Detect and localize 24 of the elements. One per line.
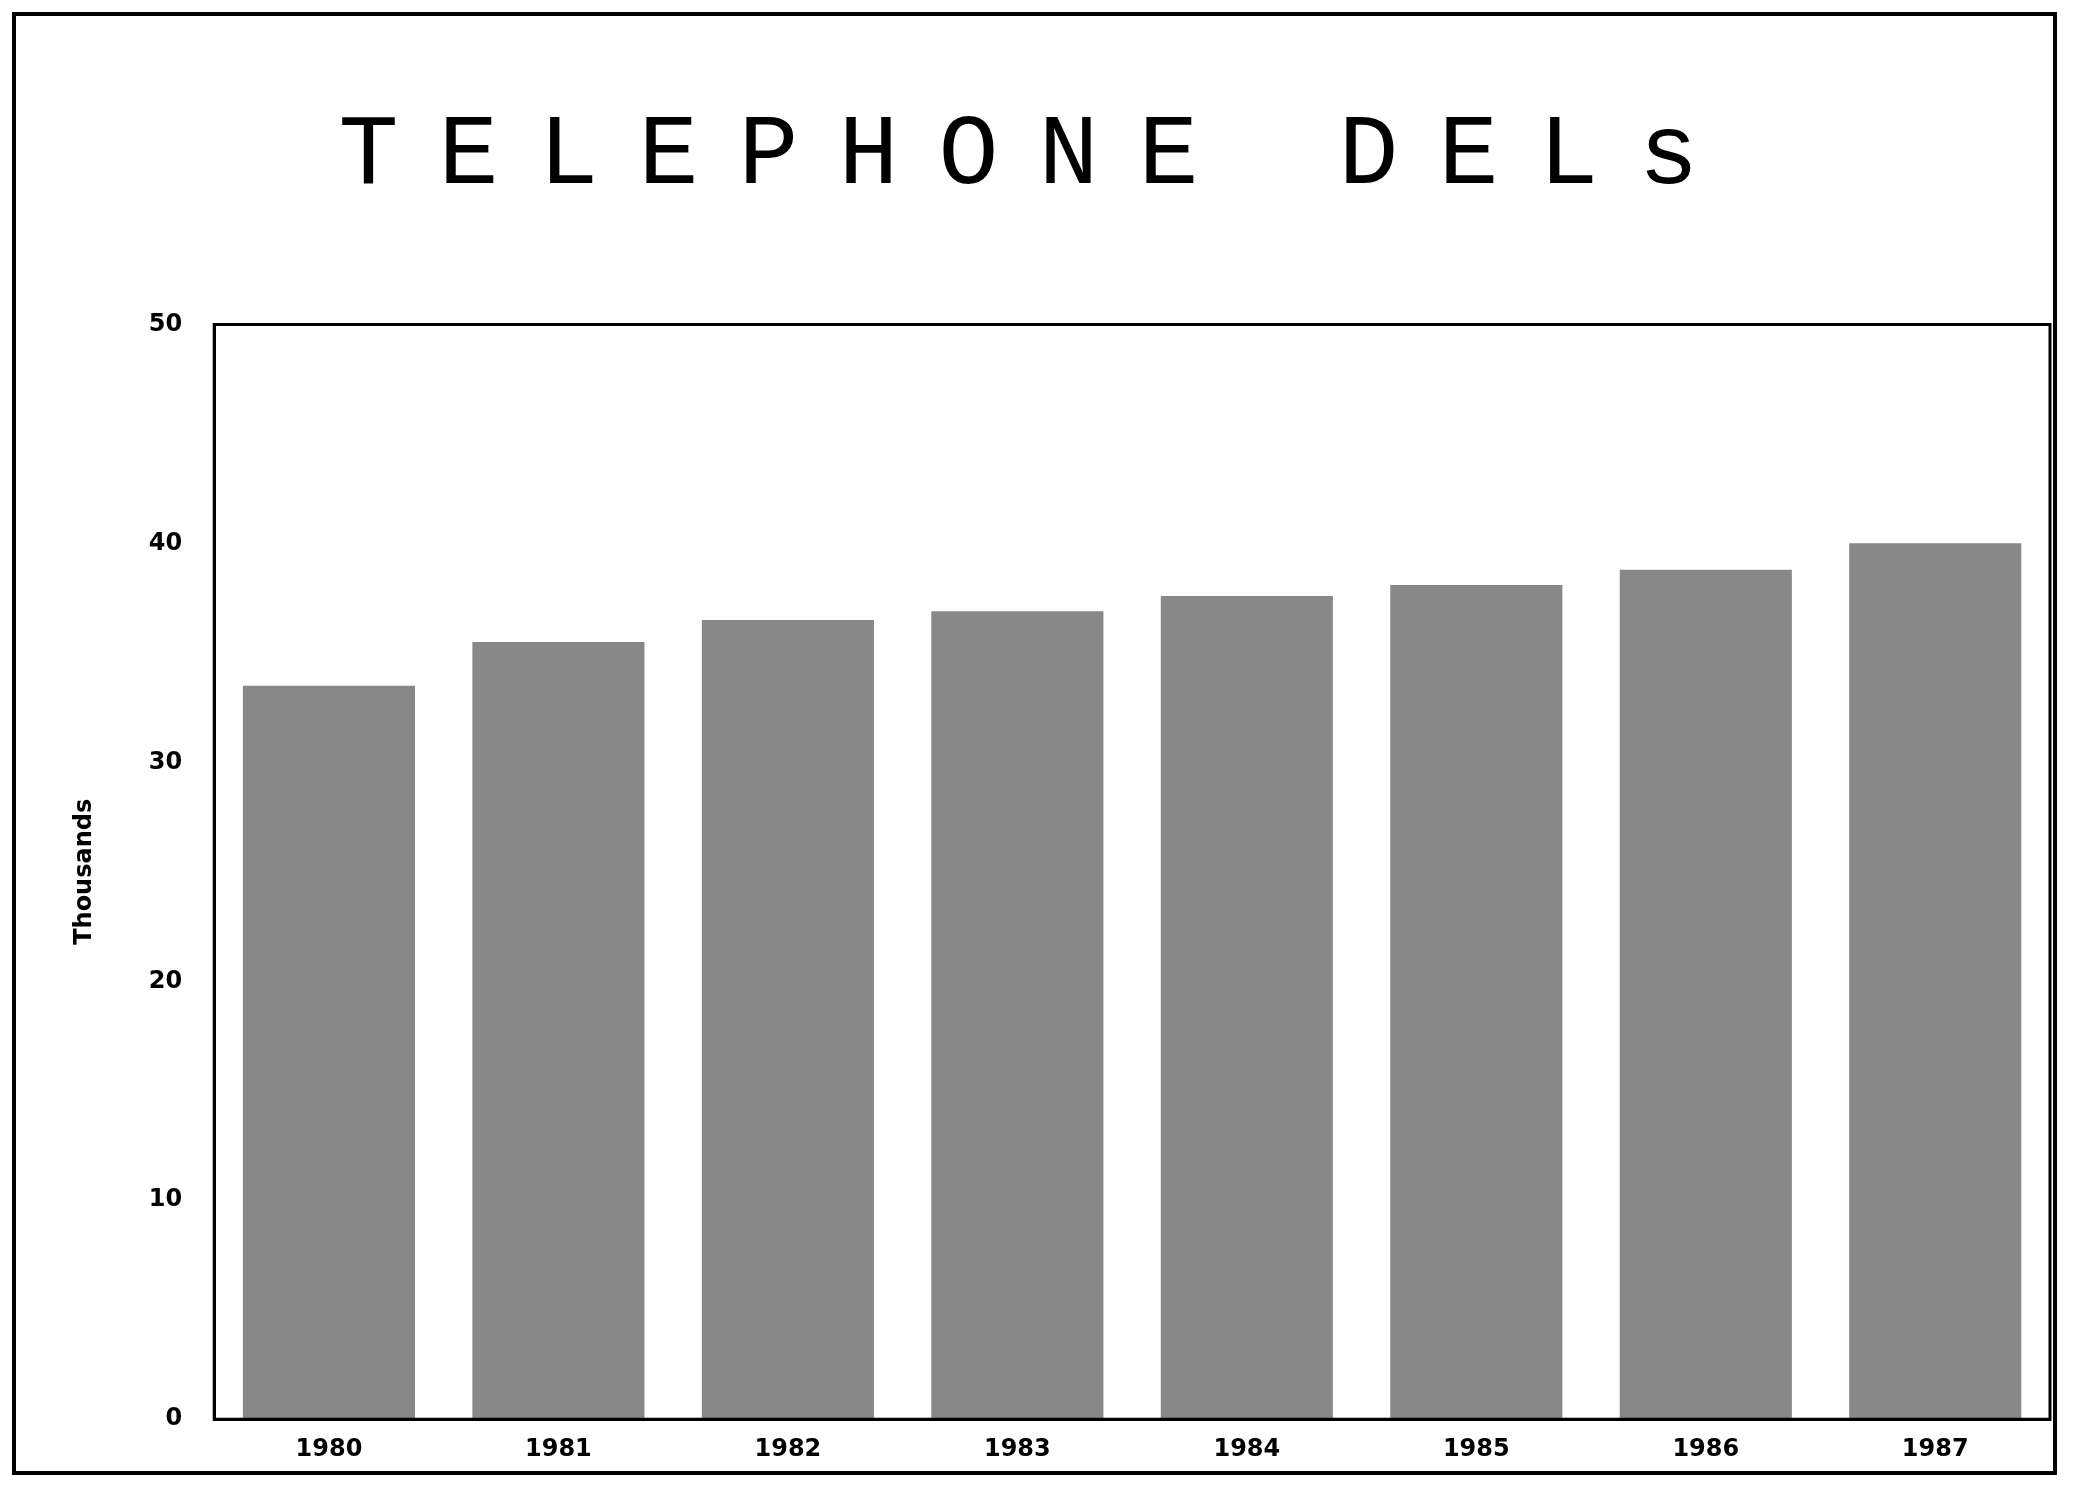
bar bbox=[242, 685, 415, 1420]
bar bbox=[1619, 569, 1792, 1420]
y-tick-label: 40 bbox=[148, 527, 183, 556]
x-tick-label: 1981 bbox=[525, 1433, 592, 1462]
bar bbox=[1160, 595, 1333, 1420]
x-tick-label: 1984 bbox=[1213, 1433, 1281, 1462]
x-tick-label: 1985 bbox=[1442, 1433, 1510, 1462]
x-tick-label: 1986 bbox=[1672, 1433, 1740, 1462]
bar bbox=[1390, 584, 1563, 1420]
x-tick-label: 1980 bbox=[295, 1433, 363, 1462]
bar bbox=[701, 620, 874, 1420]
x-tick-label: 1982 bbox=[754, 1433, 822, 1462]
y-tick-label: 50 bbox=[148, 308, 183, 337]
y-axis-title: Thousands bbox=[68, 798, 97, 945]
y-tick-label: 10 bbox=[148, 1184, 183, 1213]
bar bbox=[1849, 543, 2022, 1420]
y-tick-label: 30 bbox=[148, 746, 183, 775]
x-tick-label: 1987 bbox=[1901, 1433, 1969, 1462]
y-tick-label: 20 bbox=[148, 965, 183, 994]
x-tick-label: 1983 bbox=[983, 1433, 1051, 1462]
y-tick-label: 0 bbox=[165, 1403, 183, 1432]
chart-title: TELEPHONE DELs bbox=[337, 100, 1740, 213]
bar bbox=[472, 641, 645, 1420]
bar bbox=[931, 611, 1104, 1420]
